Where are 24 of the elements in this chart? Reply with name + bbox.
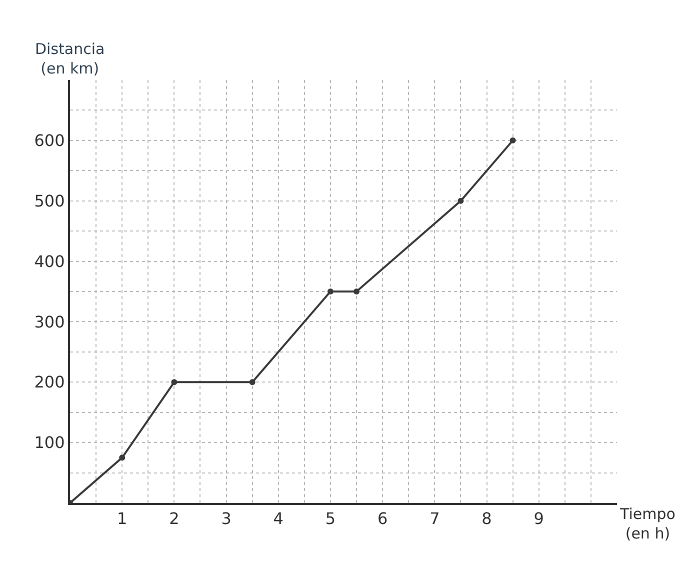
x-tick-label: 4	[273, 509, 284, 528]
y-tick-label: 300	[34, 312, 65, 332]
y-tick-label: 400	[34, 252, 65, 271]
point	[510, 137, 516, 144]
x-tick-label: 3	[221, 509, 232, 528]
point	[119, 454, 126, 461]
x-tick-label: 9	[534, 509, 544, 528]
y-tick-label: 500	[34, 191, 65, 210]
y-axis-title: Distancia (en km)	[35, 40, 105, 78]
x-tick-label: 1	[117, 509, 128, 528]
point	[354, 288, 360, 294]
x-tick-label: 8	[482, 509, 492, 528]
x-tick-label: 6	[377, 509, 388, 528]
point	[327, 288, 334, 294]
point	[249, 379, 256, 386]
x-tick-label: 7	[430, 509, 440, 528]
y-tick-label: 100	[34, 433, 65, 452]
x-axis-title: Tiempo (en h)	[619, 505, 676, 542]
point	[458, 198, 464, 204]
point	[171, 379, 178, 386]
y-tick-label: 200	[34, 372, 65, 392]
x-tick-label: 2	[169, 509, 180, 528]
x-tick-label: 5	[325, 509, 336, 528]
y-tick-label: 600	[34, 131, 65, 150]
